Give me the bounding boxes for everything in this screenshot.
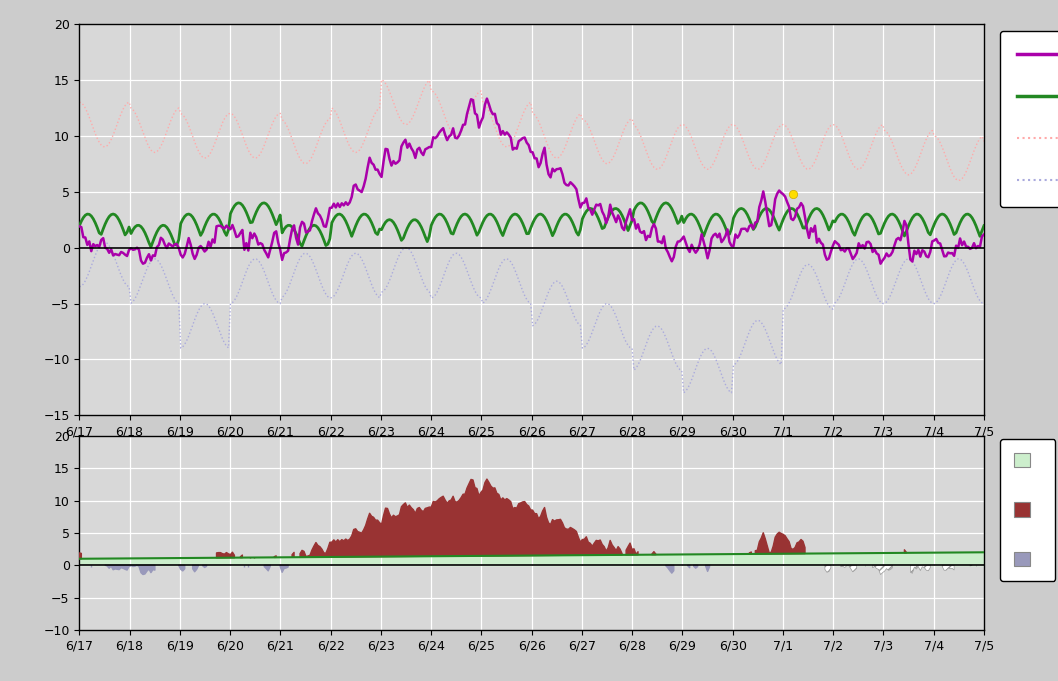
Legend: , , : , ,	[1000, 439, 1056, 580]
Legend: , , , : , , ,	[1000, 31, 1058, 207]
